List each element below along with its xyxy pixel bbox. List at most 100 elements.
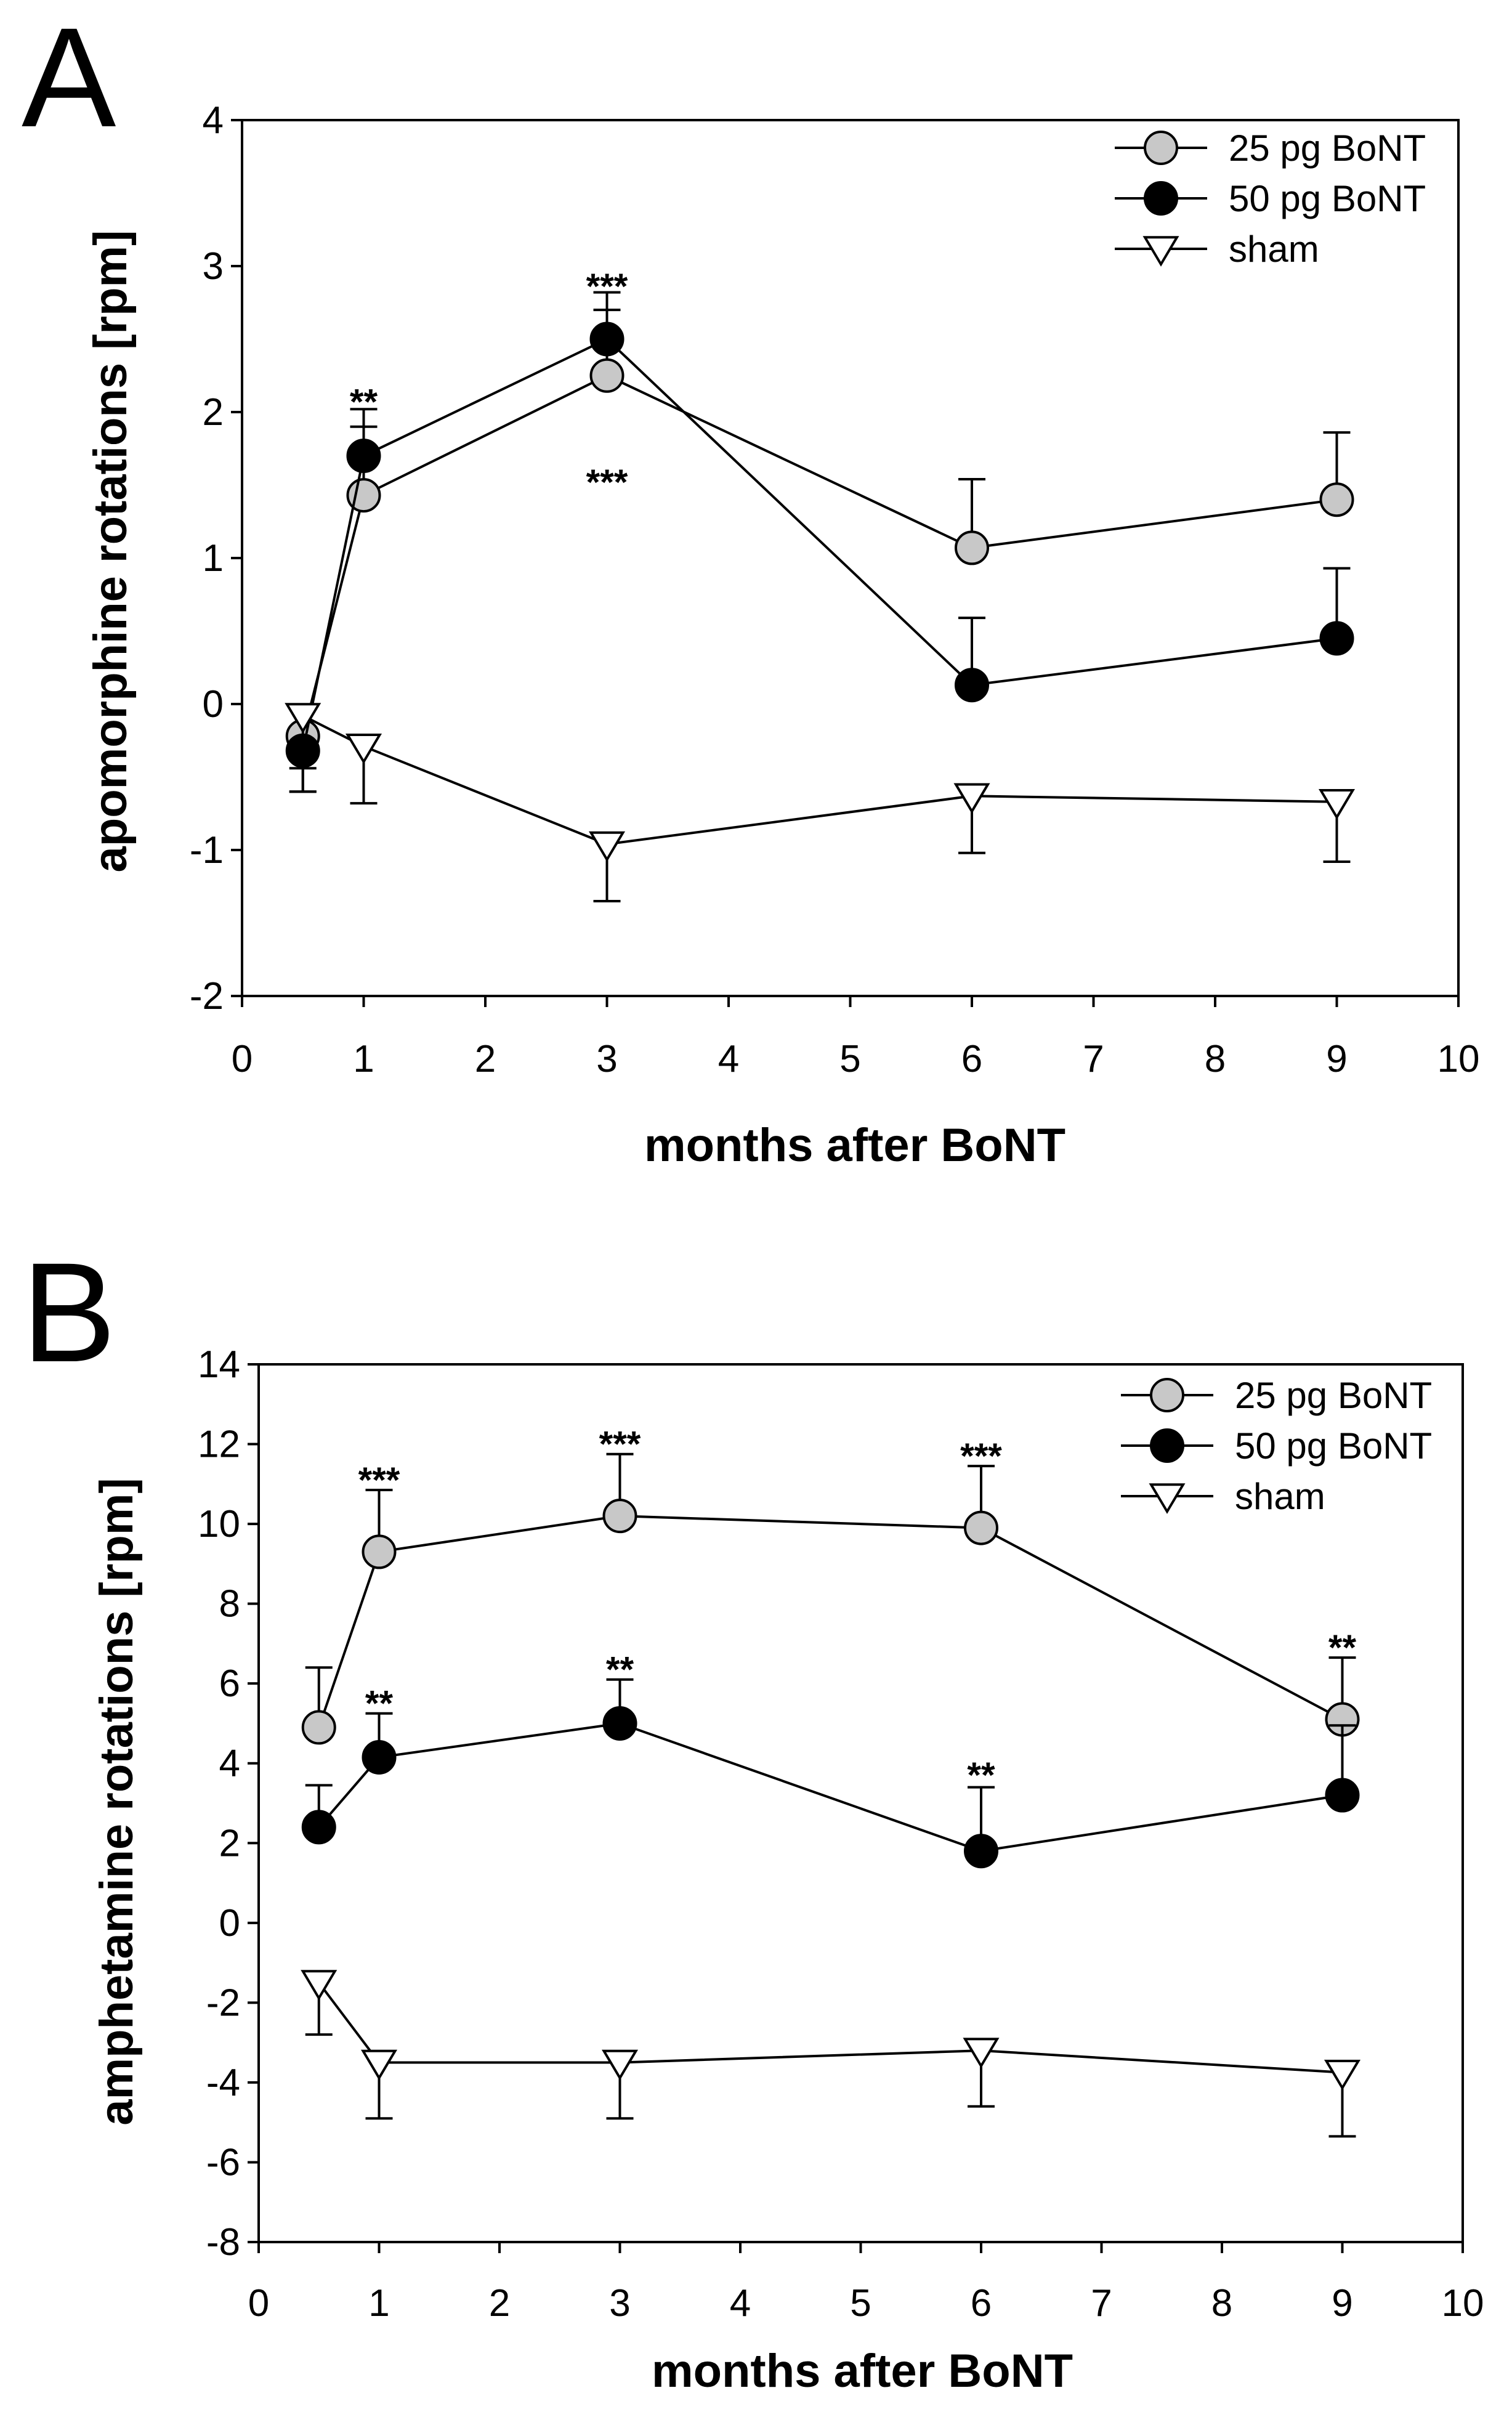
significance-label: **: [1328, 1628, 1357, 1668]
data-point: [345, 733, 382, 764]
chart-panel-a: A 0 1 2 3 4 5 6 7 8 9 10 -2 -1 0 1 2 3 4 months after BoNT a…: [22, 0, 1479, 1172]
legend-label: 50 pg BoNT: [1235, 1425, 1432, 1467]
series-line: [301, 374, 1337, 737]
data-point: [1325, 1778, 1360, 1813]
x-tick-label: 4: [730, 2282, 751, 2325]
series-25-pg-bont: [301, 1452, 1360, 1745]
data-point: [285, 703, 321, 734]
y-tick-label: -1: [190, 829, 224, 872]
data-point: [964, 1510, 998, 1545]
significance-label: **: [365, 1684, 394, 1724]
panel-letter: B: [22, 1233, 116, 1391]
data-point: [346, 439, 381, 474]
legend-label: sham: [1229, 229, 1319, 270]
data-point: [601, 2049, 639, 2081]
data-point: [362, 1740, 397, 1775]
y-tick-label: 0: [203, 683, 224, 726]
data-point: [362, 1534, 397, 1569]
x-tick-label: 5: [850, 2282, 871, 2325]
y-tick-label: -2: [206, 1982, 240, 2024]
x-tick-label: 5: [839, 1038, 860, 1080]
significance-label: **: [350, 382, 378, 422]
y-tick-label: 1: [203, 537, 224, 580]
series-25-pg-bont: [285, 309, 1354, 793]
x-axis-title: months after BoNT: [652, 2345, 1073, 2397]
data-point: [964, 1834, 998, 1869]
data-point: [346, 478, 381, 513]
data-point: [602, 1706, 637, 1741]
y-tick-label: 3: [203, 245, 224, 288]
significance-label: ***: [358, 1460, 400, 1500]
legend-label: 25 pg BoNT: [1235, 1375, 1432, 1416]
series-line: [302, 715, 1337, 846]
legend-marker: [1150, 1428, 1184, 1463]
data-point: [1318, 789, 1356, 820]
x-tick-label: 9: [1332, 2282, 1352, 2325]
legend-label: 25 pg BoNT: [1229, 128, 1426, 169]
series-line: [318, 1982, 1343, 2074]
data-point: [1324, 2059, 1361, 2091]
series-line: [317, 1515, 1343, 1728]
y-tick-label: 4: [203, 99, 224, 142]
x-tick-label: 3: [609, 2282, 630, 2325]
data-point: [602, 1499, 637, 1534]
series-line: [301, 338, 1337, 751]
data-point: [953, 783, 990, 814]
significance-label: ***: [599, 1425, 641, 1465]
x-axis-title: months after BoNT: [644, 1119, 1065, 1172]
x-tick-label: 2: [489, 2282, 510, 2325]
x-tick-label: 4: [718, 1038, 739, 1080]
significance-label: ***: [960, 1436, 1002, 1476]
x-tick-label: 1: [353, 1038, 374, 1080]
y-tick-label: 10: [198, 1503, 240, 1545]
x-tick-label: 7: [1083, 1038, 1104, 1080]
legend-marker: [1149, 1483, 1186, 1514]
data-point: [360, 2049, 398, 2081]
legend: 25 pg BoNT 50 pg BoNT sham: [1115, 128, 1426, 270]
data-point: [301, 1970, 338, 2001]
significance-label: ***: [586, 267, 628, 307]
y-tick-label: -2: [190, 975, 224, 1018]
y-axis-title: apomorphine rotations [rpm]: [84, 230, 137, 873]
data-point: [588, 831, 626, 862]
x-tick-label: 8: [1211, 2282, 1232, 2325]
panel-letter: A: [22, 0, 116, 156]
x-tick-label: 10: [1437, 1038, 1480, 1080]
x-tick-label: 7: [1091, 2282, 1112, 2325]
significance-label: **: [967, 1755, 995, 1795]
y-tick-label: -8: [206, 2221, 240, 2264]
y-tick-label: 14: [198, 1343, 240, 1386]
x-tick-label: 2: [475, 1038, 496, 1080]
data-point: [963, 2038, 1000, 2069]
y-tick-label: 6: [219, 1662, 240, 1705]
x-tick-label: 0: [248, 2282, 269, 2325]
data-point: [589, 358, 625, 393]
series-50-pg-bont: [285, 291, 1354, 793]
legend-label: 50 pg BoNT: [1229, 178, 1426, 219]
y-axis-title: amphetamine rotations [rpm]: [91, 1478, 143, 2125]
x-tick-label: 6: [971, 2282, 992, 2325]
x-tick-label: 0: [232, 1038, 253, 1080]
legend: 25 pg BoNT 50 pg BoNT sham: [1121, 1375, 1432, 1517]
y-tick-label: 4: [219, 1743, 240, 1785]
significance-label: **: [606, 1650, 634, 1690]
legend-label: sham: [1235, 1476, 1325, 1517]
data-point: [1319, 482, 1354, 517]
y-tick-label: 2: [219, 1822, 240, 1864]
y-tick-label: 0: [219, 1902, 240, 1945]
significance-label: ***: [586, 463, 628, 503]
y-tick-label: 8: [219, 1583, 240, 1625]
series-50-pg-bont: [301, 1678, 1360, 1869]
legend-marker: [1144, 181, 1178, 216]
x-tick-label: 9: [1326, 1038, 1347, 1080]
data-point: [955, 530, 989, 565]
x-tick-label: 10: [1442, 2282, 1484, 2325]
y-tick-label: 12: [198, 1423, 240, 1466]
series-line: [318, 1722, 1343, 1853]
x-tick-label: 3: [596, 1038, 617, 1080]
x-tick-label: 8: [1205, 1038, 1226, 1080]
series-sham: [301, 1970, 1361, 2138]
y-tick-label: -6: [206, 2141, 240, 2184]
data-point: [589, 322, 625, 357]
